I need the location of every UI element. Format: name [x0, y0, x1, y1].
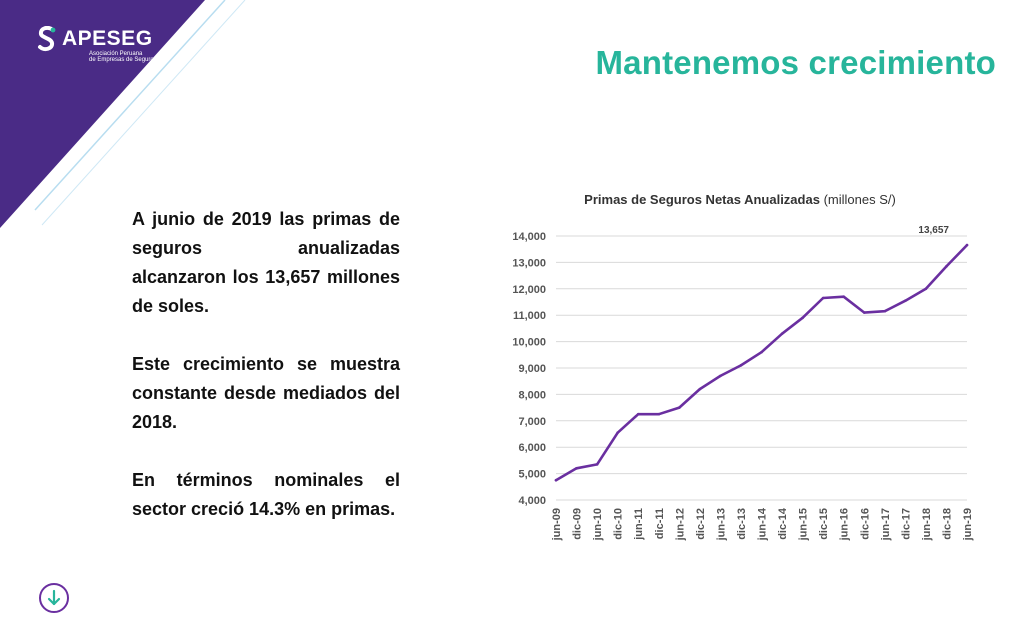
- chart-title-unit: (millones S/): [823, 192, 896, 207]
- y-tick-label: 9,000: [518, 363, 546, 375]
- y-tick-label: 7,000: [518, 416, 546, 428]
- x-tick-label: dic-15: [818, 508, 830, 540]
- body-text: A junio de 2019 las primas de seguros an…: [132, 205, 400, 553]
- x-tick-label: jun-13: [715, 508, 727, 541]
- data-point: [554, 478, 558, 482]
- x-tick-label: jun-11: [633, 508, 645, 541]
- chart-title-main: Primas de Seguros Netas Anualizadas: [584, 192, 820, 207]
- x-tick-label: dic-17: [900, 508, 912, 540]
- x-tick-label: jun-18: [921, 508, 933, 541]
- x-tick-label: dic-09: [572, 508, 584, 540]
- data-point: [821, 296, 825, 300]
- data-label-last: 13,657: [918, 225, 949, 236]
- data-point: [698, 387, 702, 391]
- apeseg-logo[interactable]: APESEG Asociación Peruana de Empresas de…: [36, 26, 157, 64]
- data-point: [657, 412, 661, 416]
- x-tick-label: dic-12: [695, 508, 707, 540]
- logo-subtitle-line1: Asociación Peruana: [89, 51, 143, 57]
- y-tick-label: 5,000: [518, 469, 546, 481]
- y-tick-label: 13,000: [512, 257, 546, 269]
- data-point: [883, 309, 887, 313]
- x-tick-label: dic-13: [736, 508, 748, 540]
- y-tick-label: 11,000: [513, 310, 546, 322]
- x-tick-label: jun-17: [880, 508, 892, 541]
- y-tick-label: 12,000: [512, 284, 546, 296]
- chart-title: Primas de Seguros Netas Anualizadas (mil…: [500, 192, 980, 207]
- x-tick-label: jun-15: [798, 508, 810, 541]
- x-tick-label: jun-19: [962, 508, 974, 541]
- y-tick-label: 6,000: [518, 442, 546, 454]
- logo-subtitle-line2: de Empresas de Seguros: [89, 57, 157, 63]
- data-point: [575, 467, 578, 470]
- paragraph-growth: Este crecimiento se muestra constante de…: [132, 354, 400, 432]
- y-tick-label: 14,000: [512, 231, 546, 243]
- data-point: [842, 295, 845, 299]
- x-tick-label: jun-12: [674, 508, 686, 541]
- x-tick-label: dic-16: [859, 508, 871, 540]
- data-point: [616, 431, 619, 434]
- logo-name: APESEG: [62, 27, 153, 50]
- corner-decoration: [0, 0, 246, 228]
- premiums-line-chart: 4,000 5,000 6,000 7,000 8,000 9,000 10,000 11,0…: [512, 225, 974, 541]
- series-line: [554, 243, 969, 482]
- x-tick-label: dic-14: [777, 507, 789, 540]
- data-point: [760, 350, 763, 354]
- apeseg-logo-icon: [38, 26, 56, 52]
- paragraph-nominal: En términos nominales el sector creció 1…: [132, 470, 400, 519]
- x-tick-label: jun-10: [592, 508, 604, 541]
- data-point: [739, 364, 743, 367]
- y-tick-label: 10,000: [512, 337, 546, 349]
- y-tick-label: 4,000: [518, 495, 546, 507]
- data-point: [780, 332, 784, 335]
- data-point: [719, 374, 722, 378]
- data-point: [965, 243, 969, 247]
- data-point: [904, 299, 907, 302]
- paragraph-premiums: A junio de 2019 las primas de seguros an…: [132, 209, 400, 316]
- x-tick-label: jun-14: [757, 507, 769, 541]
- data-point: [595, 463, 599, 466]
- x-tick-label: dic-18: [941, 508, 953, 540]
- slide-title: Mantenemos crecimiento: [595, 44, 996, 81]
- x-tick-label: jun-09: [551, 508, 563, 541]
- data-point: [678, 406, 681, 409]
- data-point: [862, 311, 866, 314]
- x-tick-label: jun-16: [839, 508, 851, 541]
- x-tick-label: dic-11: [654, 508, 666, 539]
- data-point: [801, 316, 804, 320]
- data-point: [945, 265, 948, 268]
- data-point: [924, 287, 928, 291]
- x-tick-label: dic-10: [613, 508, 625, 540]
- data-point: [636, 412, 640, 416]
- y-tick-label: 8,000: [518, 389, 546, 401]
- arrow-down-circle-icon[interactable]: [38, 582, 70, 614]
